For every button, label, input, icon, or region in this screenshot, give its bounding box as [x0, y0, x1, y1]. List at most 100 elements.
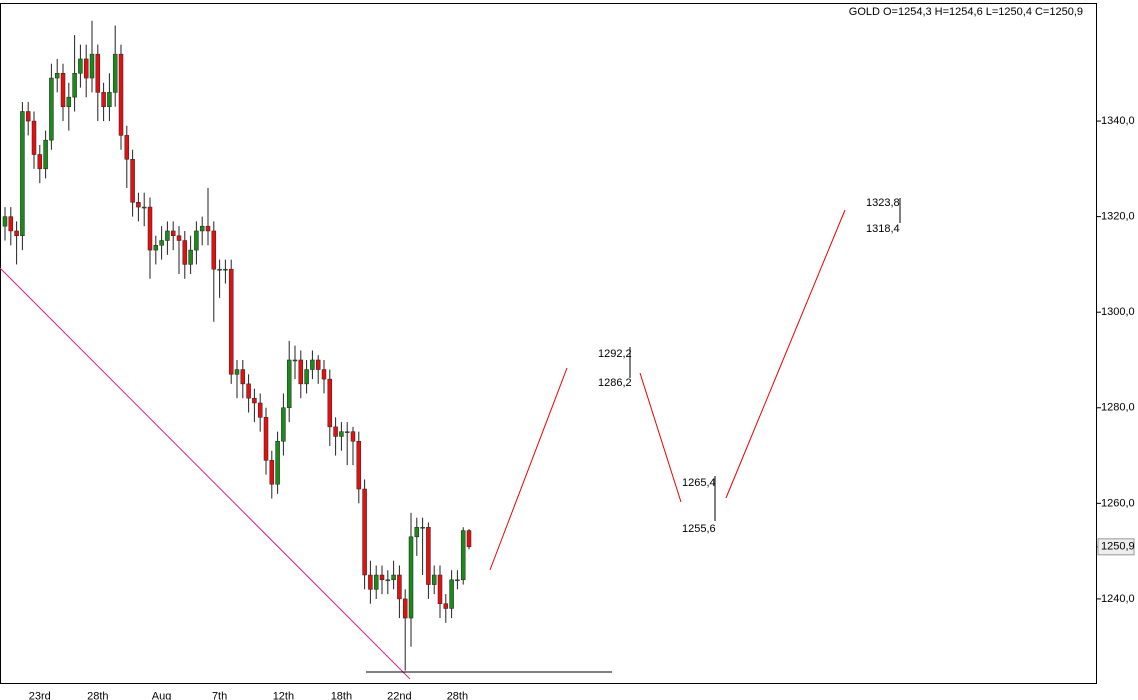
candle-body [368, 574, 373, 590]
projection-line [639, 372, 682, 503]
y-tick-label: 1260,0 [1101, 497, 1135, 509]
candle-body [356, 440, 362, 490]
candle-body [78, 58, 83, 74]
candle-body [269, 460, 275, 485]
candle-body [141, 206, 147, 209]
candle-body [228, 268, 234, 375]
candle-body [344, 431, 350, 433]
candle-body [8, 216, 14, 232]
candle-body [275, 440, 280, 485]
candle-body [165, 230, 170, 241]
candle-body [153, 245, 159, 251]
annotation: 1292,2 [598, 348, 632, 360]
candle-body [333, 426, 338, 437]
x-tick-label: 18th [331, 690, 352, 700]
candle-body [460, 530, 466, 581]
x-tick-label: 23rd [29, 690, 51, 700]
candle-body [298, 359, 304, 385]
candle-body [159, 240, 164, 246]
last-price-box [1097, 538, 1135, 556]
candle-body [426, 526, 431, 585]
candle-body [101, 92, 106, 107]
y-tick-label: 1240,0 [1101, 593, 1135, 605]
candle-body [350, 431, 356, 442]
candle-body [217, 268, 222, 271]
candle-body [223, 268, 228, 271]
candle-body [431, 574, 437, 585]
candle-body [130, 159, 135, 203]
candle-body [147, 206, 153, 251]
candle-body [199, 225, 205, 232]
candle-body [37, 154, 43, 170]
candle-body [304, 369, 309, 385]
candle-body [310, 359, 315, 370]
candle-body [205, 225, 211, 232]
candle-body [402, 598, 408, 619]
candle-body [257, 402, 263, 418]
candle-body [95, 53, 101, 93]
candle-body [263, 417, 269, 461]
annotation: 1255,6 [682, 523, 716, 535]
candle-body [43, 139, 48, 170]
y-tick-label: 1280,0 [1101, 402, 1135, 414]
candle-body [60, 73, 66, 107]
candle-body [188, 249, 193, 265]
candle-body [107, 92, 112, 107]
candle-body [385, 579, 391, 582]
projection-line [725, 209, 846, 499]
y-tick-label: 1340,0 [1101, 115, 1135, 127]
candle-body [170, 230, 176, 236]
candle-body [31, 120, 37, 155]
candle-body [443, 603, 449, 609]
candle-body [72, 73, 77, 98]
x-tick-label: 12th [273, 690, 294, 700]
candle-body [414, 526, 420, 538]
candle-body [466, 530, 472, 548]
candle-body [83, 58, 89, 79]
candle-body [2, 216, 8, 227]
candle-body [194, 230, 199, 251]
annotation: 1265,4 [682, 477, 716, 489]
candle-body [240, 369, 246, 385]
candle-body [89, 53, 95, 79]
candle-body [49, 77, 54, 141]
x-tick-label: 28th [447, 690, 468, 700]
candle-body [211, 230, 217, 270]
x-tick-label: Aug [152, 690, 172, 700]
candle-body [315, 359, 321, 370]
candle-body [20, 111, 25, 236]
candle-body [182, 240, 188, 265]
candle-body [420, 526, 425, 529]
candle-body [252, 397, 257, 404]
candle-body [14, 230, 19, 236]
last-price-label: 1250,9 [1101, 541, 1135, 553]
candle-body [379, 574, 385, 581]
candle-body [408, 536, 414, 619]
candle-body [112, 53, 118, 93]
candle-body [286, 359, 292, 409]
candle-body [54, 73, 60, 79]
candle-body [327, 378, 333, 428]
candle-body [246, 383, 251, 399]
x-tick-label: 22nd [387, 690, 411, 700]
candle-body [66, 96, 72, 107]
candle-body [118, 53, 124, 136]
y-tick-label: 1320,0 [1101, 211, 1135, 223]
x-tick-label: 28th [87, 690, 108, 700]
candle-body [25, 111, 31, 122]
candle-body [321, 369, 327, 380]
candle-body [292, 359, 298, 362]
candle-body [391, 574, 396, 581]
candle-body [176, 235, 182, 241]
candle-body [339, 431, 344, 437]
plot-frame [0, 3, 1097, 684]
candle-body [455, 579, 460, 582]
annotation: 1323,8 [866, 197, 900, 209]
candle-body [373, 574, 379, 590]
candle-body [397, 574, 402, 600]
candle-body [281, 407, 286, 442]
candle-body [234, 369, 240, 375]
projection-line [489, 367, 568, 571]
